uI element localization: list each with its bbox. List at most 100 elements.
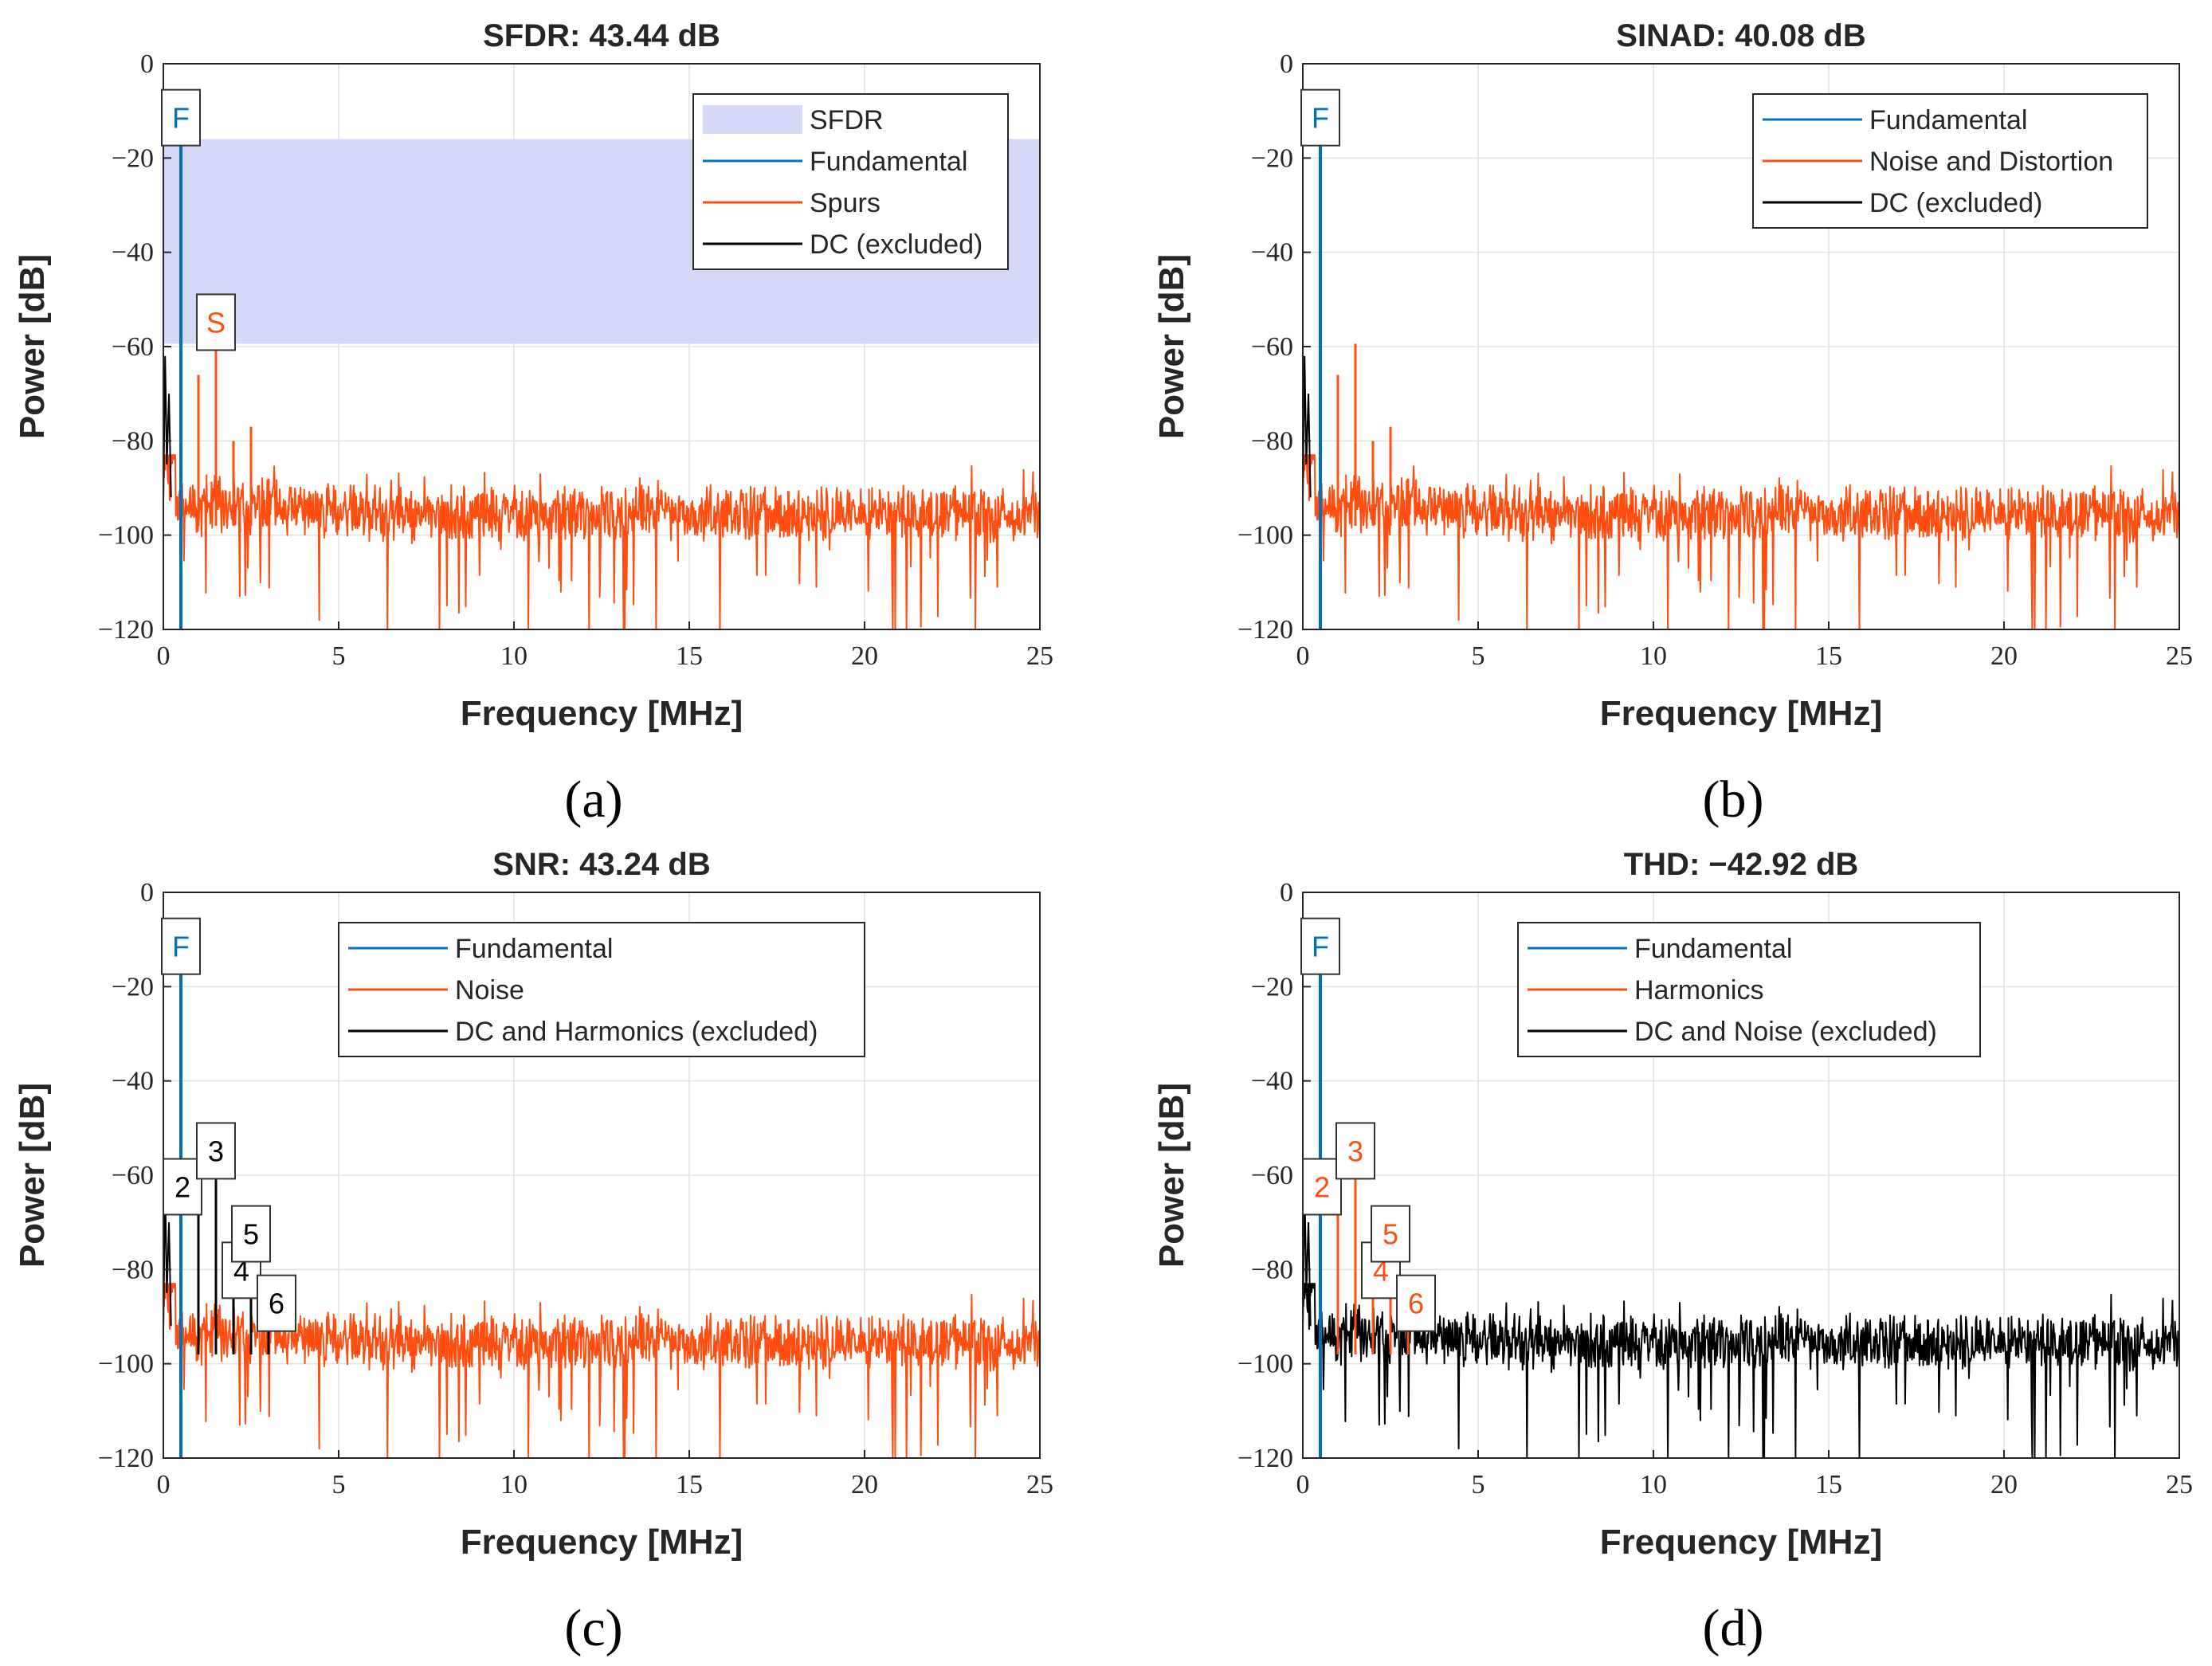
x-tick-label: 20 xyxy=(1990,641,2018,671)
y-tick-label: 0 xyxy=(140,878,154,907)
x-tick-label: 5 xyxy=(1472,641,1485,671)
panel-caption: (d) xyxy=(1703,1599,1764,1657)
x-axis-label: Frequency [MHz] xyxy=(1600,1523,1882,1562)
legend-label: Harmonics xyxy=(1634,975,1763,1005)
marker-label: 3 xyxy=(1347,1135,1363,1167)
legend: Fundamental Harmonics DC and Noise (exclud… xyxy=(1517,922,1981,1057)
x-axis-label: Frequency [MHz] xyxy=(1600,694,1882,733)
y-tick-label: −120 xyxy=(98,1444,154,1473)
marker-label: 2 xyxy=(1314,1171,1330,1204)
legend-entry: DC (excluded) xyxy=(703,229,982,260)
legend-entry: Fundamental xyxy=(703,147,967,177)
legend-entry: Spurs xyxy=(703,188,880,218)
y-tick-label: −120 xyxy=(98,615,154,645)
x-tick-label: 15 xyxy=(676,1470,703,1499)
y-tick-label: −40 xyxy=(112,238,154,268)
legend-entry: Harmonics xyxy=(1528,975,1763,1005)
y-tick-label: −40 xyxy=(1251,1067,1293,1096)
legend-label: DC and Harmonics (excluded) xyxy=(455,1017,818,1047)
legend-entry: DC and Harmonics (excluded) xyxy=(348,1017,818,1047)
marker-2: 2 xyxy=(1302,1158,1342,1216)
x-tick-label: 5 xyxy=(332,1470,346,1499)
x-tick-label: 5 xyxy=(1472,1470,1485,1499)
y-tick-label: 0 xyxy=(1280,878,1293,907)
marker-label: F xyxy=(172,102,190,135)
legend: Fundamental Noise DC and Harmonics (exclud… xyxy=(338,922,865,1057)
marker-label: F xyxy=(1312,102,1329,135)
x-tick-label: 0 xyxy=(1296,1470,1310,1499)
x-tick-label: 0 xyxy=(1296,641,1310,671)
x-tick-label: 15 xyxy=(1815,641,1842,671)
panel-caption: (c) xyxy=(564,1599,622,1657)
x-tick-label: 25 xyxy=(2166,641,2193,671)
y-tick-label: 0 xyxy=(1280,49,1293,79)
legend-label: DC (excluded) xyxy=(810,229,982,260)
marker-3: 3 xyxy=(196,1122,236,1180)
marker-box xyxy=(1396,1274,1436,1332)
marker-label: F xyxy=(172,931,190,963)
legend-entry: DC (excluded) xyxy=(1763,188,2042,218)
y-axis-label: Power [dB] xyxy=(13,1083,52,1268)
chart-panel-b-sinad: 0 5 10 15 20 25 0 −20 −40 −60 −80 −100 −120 SINAD: 40… xyxy=(1152,18,2193,829)
x-tick-label: 25 xyxy=(1026,1470,1053,1499)
y-tick-label: −100 xyxy=(1237,1350,1293,1379)
marker-label: 5 xyxy=(1382,1218,1398,1251)
x-tick-label: 15 xyxy=(1815,1470,1842,1499)
x-tick-label: 10 xyxy=(1640,641,1667,671)
legend-entry: Fundamental xyxy=(1763,105,2027,135)
y-tick-label: −80 xyxy=(1251,426,1293,456)
dc-component-line xyxy=(1302,355,1312,503)
legend-label: DC and Noise (excluded) xyxy=(1634,1017,1937,1047)
y-axis-label: Power [dB] xyxy=(1152,254,1191,439)
y-tick-label: −80 xyxy=(112,1255,154,1284)
y-tick-label: −100 xyxy=(98,521,154,551)
marker-f: F xyxy=(161,917,201,975)
marker-box xyxy=(1371,1205,1410,1263)
x-tick-label: 15 xyxy=(676,641,703,671)
noise-floor-series xyxy=(163,1283,1041,1459)
marker-s: S xyxy=(196,293,236,351)
marker-5: 5 xyxy=(1371,1205,1410,1263)
legend-label: DC (excluded) xyxy=(1869,188,2042,218)
legend-label: Spurs xyxy=(810,188,880,218)
y-tick-label: −100 xyxy=(1237,521,1293,551)
y-tick-label: −80 xyxy=(112,426,154,456)
marker-box xyxy=(1300,917,1340,975)
y-tick-label: 0 xyxy=(140,49,154,79)
legend-label: Fundamental xyxy=(1634,934,1792,964)
y-tick-label: −20 xyxy=(112,972,154,1002)
x-axis-label: Frequency [MHz] xyxy=(461,694,743,733)
chart-title: SNR: 43.24 dB xyxy=(492,847,710,882)
marker-f: F xyxy=(1300,88,1340,147)
x-axis-label: Frequency [MHz] xyxy=(461,1523,743,1562)
legend-label: Noise xyxy=(455,975,524,1005)
x-tick-label: 25 xyxy=(1026,641,1053,671)
x-tick-label: 10 xyxy=(1640,1470,1667,1499)
x-tick-label: 10 xyxy=(500,641,528,671)
legend-entry: Fundamental xyxy=(1528,934,1792,964)
legend-entry: SFDR xyxy=(703,105,884,135)
marker-f: F xyxy=(161,88,201,147)
x-tick-label: 10 xyxy=(500,1470,528,1499)
x-tick-label: 20 xyxy=(851,1470,878,1499)
tick-labels: 0 5 10 15 20 250−20−40−60−80−100−120 xyxy=(1237,878,2193,1499)
marker-label: 3 xyxy=(208,1135,224,1167)
marker-box xyxy=(1300,88,1340,147)
y-tick-label: −20 xyxy=(1251,972,1293,1002)
legend-entry: Noise and Distortion xyxy=(1763,147,2113,177)
y-tick-label: −20 xyxy=(1251,143,1293,173)
marker-6: 6 xyxy=(257,1274,296,1332)
panel-caption: (a) xyxy=(564,770,622,829)
legend-label: Fundamental xyxy=(810,147,967,177)
legend-swatch-patch xyxy=(703,105,802,134)
marker-5: 5 xyxy=(231,1205,271,1263)
marker-2: 2 xyxy=(163,1158,202,1216)
y-axis-label: Power [dB] xyxy=(1152,1083,1191,1268)
noise-floor-series xyxy=(1302,454,2180,630)
legend: SFDR Fundamental Spurs DC (excluded) xyxy=(692,93,1009,270)
x-tick-label: 20 xyxy=(1990,1470,2018,1499)
noise-floor-series xyxy=(163,454,1041,630)
marker-box xyxy=(196,1122,236,1180)
legend-label: Fundamental xyxy=(455,934,613,964)
